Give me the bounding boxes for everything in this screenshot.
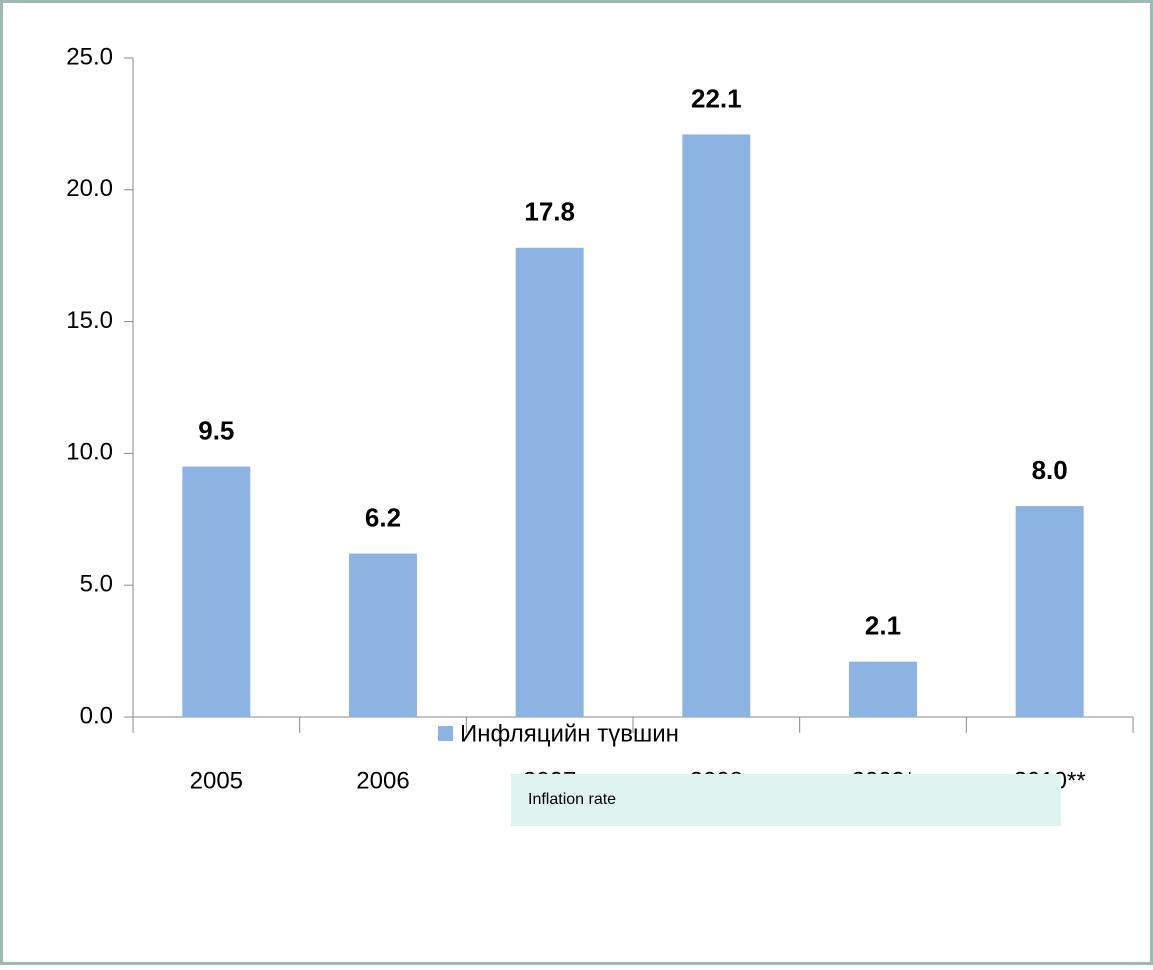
data-label: 22.1: [691, 83, 742, 113]
x-tick-label: 2006: [356, 767, 409, 794]
legend-swatch: [438, 726, 453, 741]
bar: [682, 134, 751, 718]
bar: [1015, 506, 1084, 717]
plot: 0.05.010.015.020.025.020059.520066.22007…: [66, 43, 1134, 794]
bar: [349, 553, 417, 717]
legend-label: Инфляцийн түвшин: [460, 720, 679, 747]
data-label: 2.1: [865, 611, 901, 641]
y-tick-label: 20.0: [66, 175, 113, 202]
x-tick-label: 2005: [190, 767, 243, 794]
y-tick-label: 0.0: [80, 702, 113, 729]
bar: [182, 466, 251, 717]
data-label: 6.2: [365, 502, 401, 532]
y-tick-label: 25.0: [66, 43, 113, 70]
y-tick-label: 10.0: [66, 439, 113, 466]
bar: [849, 661, 917, 717]
data-label: 8.0: [1032, 455, 1068, 485]
tooltip-box: [511, 774, 1061, 826]
y-tick-label: 5.0: [80, 571, 113, 598]
tooltip: Inflation rate: [511, 774, 1061, 826]
bar: [515, 247, 584, 718]
tooltip-text: Inflation rate: [528, 791, 616, 808]
data-label: 17.8: [524, 197, 575, 227]
data-label: 9.5: [198, 415, 234, 445]
y-tick-label: 15.0: [66, 307, 113, 334]
